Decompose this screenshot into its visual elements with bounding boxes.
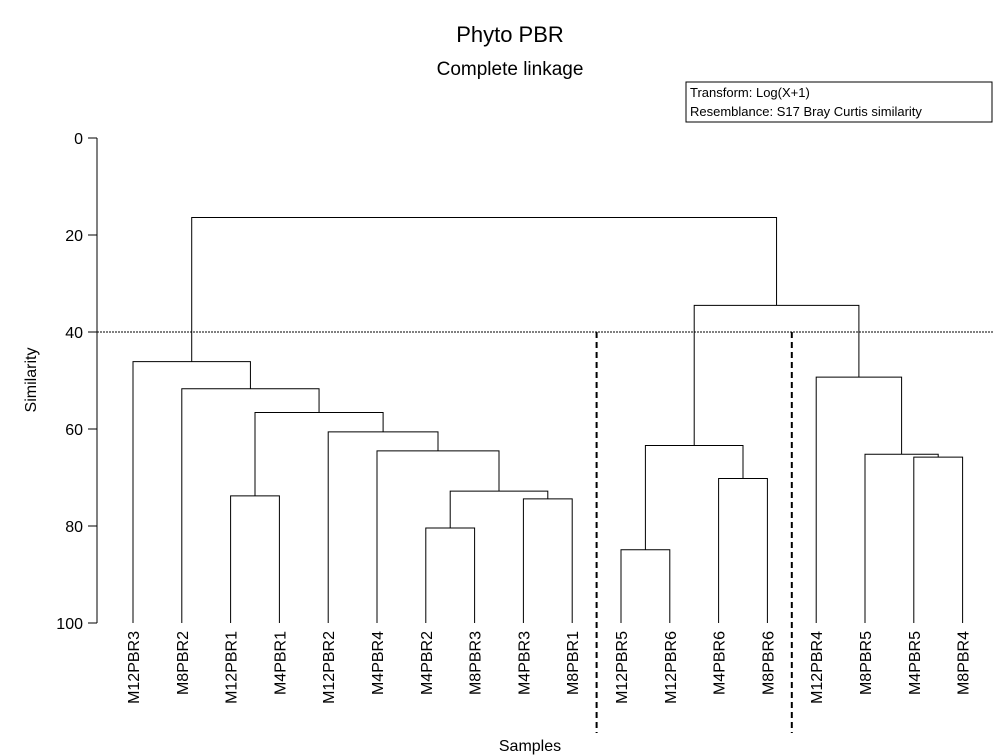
y-tick-label: 0 xyxy=(74,131,83,148)
x-axis-label: Samples xyxy=(499,738,561,755)
legend-box xyxy=(685,81,993,123)
dendrogram-link xyxy=(913,456,964,623)
dendrogram-link xyxy=(522,498,573,623)
y-tick-label: 20 xyxy=(65,228,83,245)
x-tick-label: M12PBR5 xyxy=(614,631,631,704)
dendrogram-link xyxy=(449,490,549,528)
x-tick-label: M12PBR4 xyxy=(809,631,826,704)
x-tick-label: M12PBR6 xyxy=(663,631,680,704)
dendrogram-link xyxy=(815,376,903,623)
x-tick-label: M4PBR1 xyxy=(272,631,289,695)
dendrogram-link xyxy=(191,217,778,362)
dendrogram-link xyxy=(620,549,671,623)
legend-text: Resemblance: S17 Bray Curtis similarity xyxy=(690,104,922,119)
x-tick-label: M4PBR2 xyxy=(419,631,436,695)
y-tick-label: 80 xyxy=(65,519,83,536)
dendrogram-link xyxy=(718,477,768,623)
x-tick-label: M4PBR4 xyxy=(370,631,387,695)
dendrogram-link xyxy=(327,431,439,623)
dendrogram-link xyxy=(181,388,320,623)
x-tick-label: M12PBR1 xyxy=(224,631,241,704)
x-tick-label: M12PBR2 xyxy=(321,631,338,704)
dendrogram-link xyxy=(644,444,744,550)
dendrogram-link xyxy=(230,495,280,623)
dendrogram-link xyxy=(693,304,860,446)
dendrogram-link xyxy=(864,453,939,623)
x-tick-label: M8PBR5 xyxy=(858,631,875,695)
x-tick-label: M4PBR3 xyxy=(516,631,533,695)
dendrogram-link xyxy=(376,450,500,623)
x-tick-label: M8PBR1 xyxy=(565,631,582,695)
chart-subtitle: Complete linkage xyxy=(437,59,584,80)
chart-title: Phyto PBR xyxy=(456,22,564,47)
x-tick-label: M4PBR6 xyxy=(712,631,729,695)
dendrogram-link xyxy=(254,412,384,496)
y-axis-label: Similarity xyxy=(23,348,40,413)
y-tick-label: 40 xyxy=(65,325,83,342)
dendrogram-link xyxy=(425,527,476,623)
x-tick-label: M4PBR5 xyxy=(907,631,924,695)
dendrogram-link xyxy=(132,361,251,623)
x-tick-label: M8PBR4 xyxy=(956,631,973,695)
y-tick-label: 60 xyxy=(65,422,83,439)
x-tick-label: M8PBR3 xyxy=(468,631,485,695)
x-tick-label: M8PBR6 xyxy=(760,631,777,695)
y-tick-label: 100 xyxy=(56,616,83,633)
x-tick-label: M12PBR3 xyxy=(126,631,143,704)
x-tick-label: M8PBR2 xyxy=(175,631,192,695)
legend-text: Transform: Log(X+1) xyxy=(690,85,810,100)
